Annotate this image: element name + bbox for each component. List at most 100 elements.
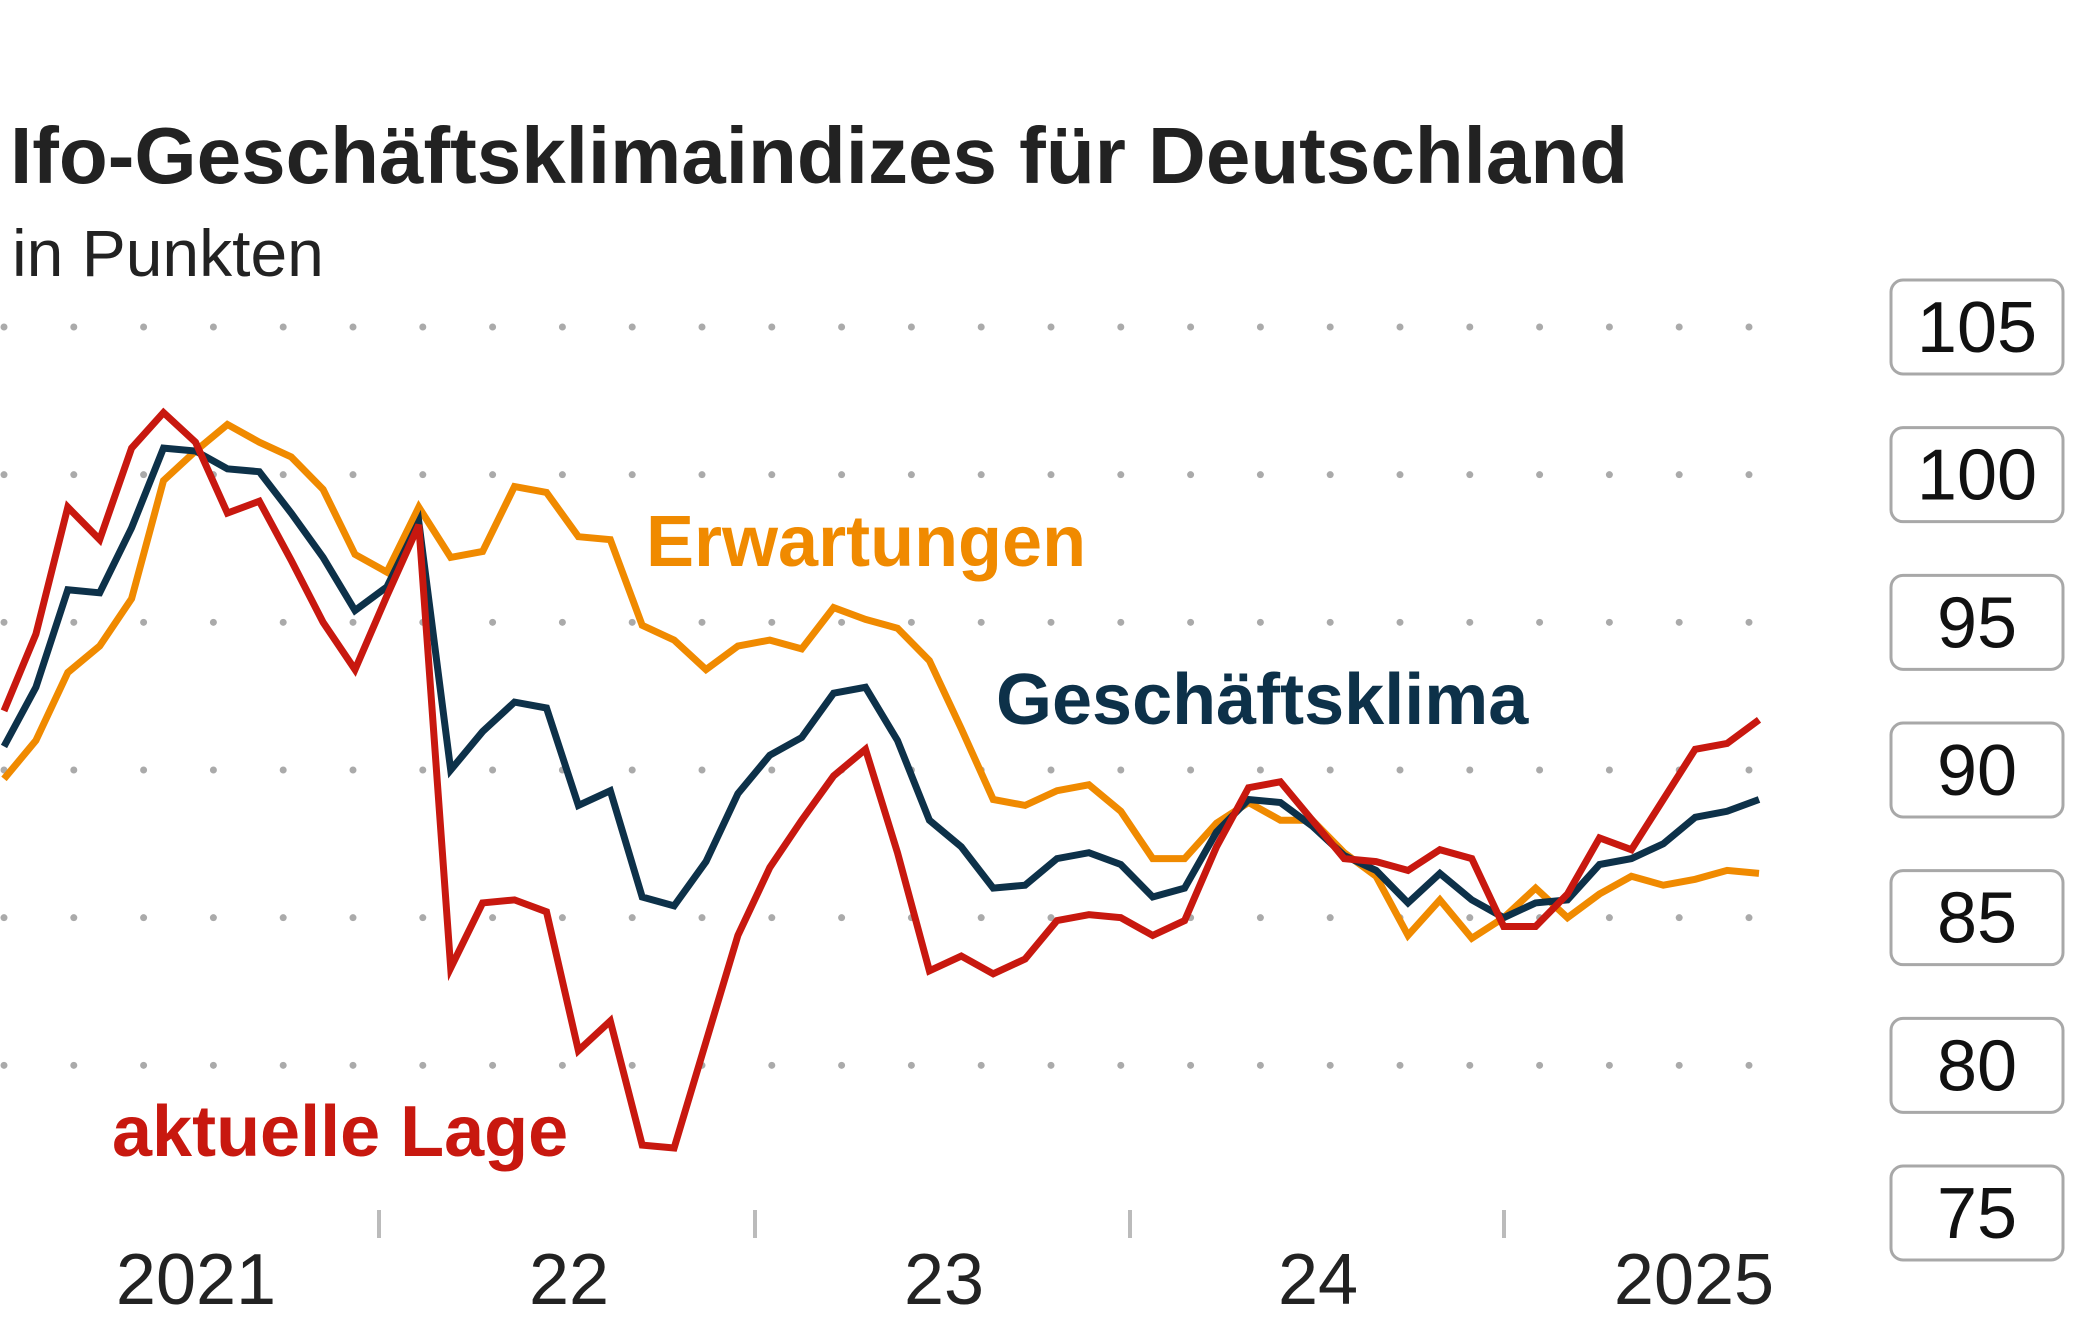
grid-dot	[698, 618, 706, 626]
grid-dot	[1675, 1061, 1683, 1069]
grid-dot	[1326, 766, 1334, 774]
grid-dot	[1256, 323, 1264, 331]
grid-dot	[1396, 471, 1404, 479]
grid-dot	[140, 914, 148, 922]
grid-dot	[349, 914, 357, 922]
grid-dot	[1256, 914, 1264, 922]
grid-dot	[1256, 618, 1264, 626]
grid-dot	[0, 914, 8, 922]
grid-dot	[907, 618, 915, 626]
y-tick-label: 105	[1917, 288, 2037, 368]
y-tick-box	[1889, 721, 2065, 819]
grid-dot	[279, 323, 287, 331]
grid-dot	[1117, 323, 1125, 331]
grid-dot	[1536, 323, 1544, 331]
grid-dot	[1675, 914, 1683, 922]
grid-dot	[907, 1061, 915, 1069]
grid-dot	[628, 914, 636, 922]
grid-dot	[349, 618, 357, 626]
grid-dot	[698, 766, 706, 774]
x-axis: 2021 22 23 24 2025	[116, 1210, 1774, 1320]
grid-dot	[1047, 914, 1055, 922]
grid-dot	[419, 471, 427, 479]
grid-dot	[1466, 471, 1474, 479]
grid-dot	[838, 618, 846, 626]
grid-dot	[628, 1061, 636, 1069]
grid-dot	[838, 1061, 846, 1069]
y-tick-label: 75	[1937, 1174, 2017, 1254]
series-label-geschaeftsklima: Geschäftsklima	[996, 660, 1529, 740]
y-tick-box	[1889, 278, 2065, 376]
grid-dot	[419, 914, 427, 922]
grid-dot	[628, 766, 636, 774]
grid-dot	[768, 1061, 776, 1069]
grid-dot	[628, 323, 636, 331]
grid-dot	[140, 471, 148, 479]
grid-dot	[558, 618, 566, 626]
grid-dot	[1466, 618, 1474, 626]
y-tick-label: 90	[1937, 731, 2017, 811]
grid-dot	[1396, 323, 1404, 331]
grid-dot	[349, 766, 357, 774]
grid-dot	[1396, 1061, 1404, 1069]
grid-dot	[1605, 1061, 1613, 1069]
grid-dot	[0, 1061, 8, 1069]
grid-dot	[209, 914, 217, 922]
grid-dot	[1745, 766, 1753, 774]
grid-dot	[1605, 766, 1613, 774]
grid-dot	[70, 471, 78, 479]
grid-dot	[1466, 766, 1474, 774]
grid-dot	[0, 618, 8, 626]
grid-dot	[907, 323, 915, 331]
grid-dot	[1745, 471, 1753, 479]
grid-dot	[209, 618, 217, 626]
grid-dot	[209, 1061, 217, 1069]
grid-dot	[768, 618, 776, 626]
grid-dot	[419, 766, 427, 774]
series-label-erwartungen: Erwartungen	[646, 502, 1086, 582]
grid-dot	[489, 914, 497, 922]
series-line-2	[0, 407, 1762, 1152]
grid-dot	[1466, 1061, 1474, 1069]
grid-dot	[977, 323, 985, 331]
grid-dot	[279, 1061, 287, 1069]
grid-dot	[140, 323, 148, 331]
x-tick-label: 2021	[116, 1240, 276, 1320]
grid-dot	[70, 914, 78, 922]
grid-dot	[1187, 1061, 1195, 1069]
grid-dot	[1605, 323, 1613, 331]
grid-dot	[977, 471, 985, 479]
grid-dot	[209, 766, 217, 774]
chart-title: Ifo-Geschäftsklimaindizes für Deutschlan…	[10, 111, 1628, 200]
grid-dot	[1047, 1061, 1055, 1069]
grid-dot	[1326, 323, 1334, 331]
grid-dot	[1536, 1061, 1544, 1069]
grid-dot	[1745, 618, 1753, 626]
grid-dot	[349, 471, 357, 479]
grid-dot	[1256, 471, 1264, 479]
grid-dot	[419, 323, 427, 331]
grid-dot	[1536, 618, 1544, 626]
grid-dot	[279, 618, 287, 626]
grid-dot	[1256, 1061, 1264, 1069]
grid-dot	[1117, 618, 1125, 626]
series-line-0	[1, 420, 1760, 943]
grid-dot	[279, 766, 287, 774]
grid-dot	[1187, 471, 1195, 479]
grid-dot	[489, 471, 497, 479]
grid-dot	[1605, 914, 1613, 922]
grid-dot	[977, 618, 985, 626]
grid-dot	[279, 471, 287, 479]
y-tick-label: 95	[1937, 583, 2017, 663]
grid-dot	[1047, 766, 1055, 774]
grid-dot	[1536, 471, 1544, 479]
grid-dot	[1117, 766, 1125, 774]
grid-dot	[0, 471, 8, 479]
grid-dot	[1326, 914, 1334, 922]
y-tick-label: 80	[1937, 1026, 2017, 1106]
grid-dot	[1256, 766, 1264, 774]
grid-dot	[768, 323, 776, 331]
grid-dot	[1745, 914, 1753, 922]
grid-dot	[1675, 471, 1683, 479]
